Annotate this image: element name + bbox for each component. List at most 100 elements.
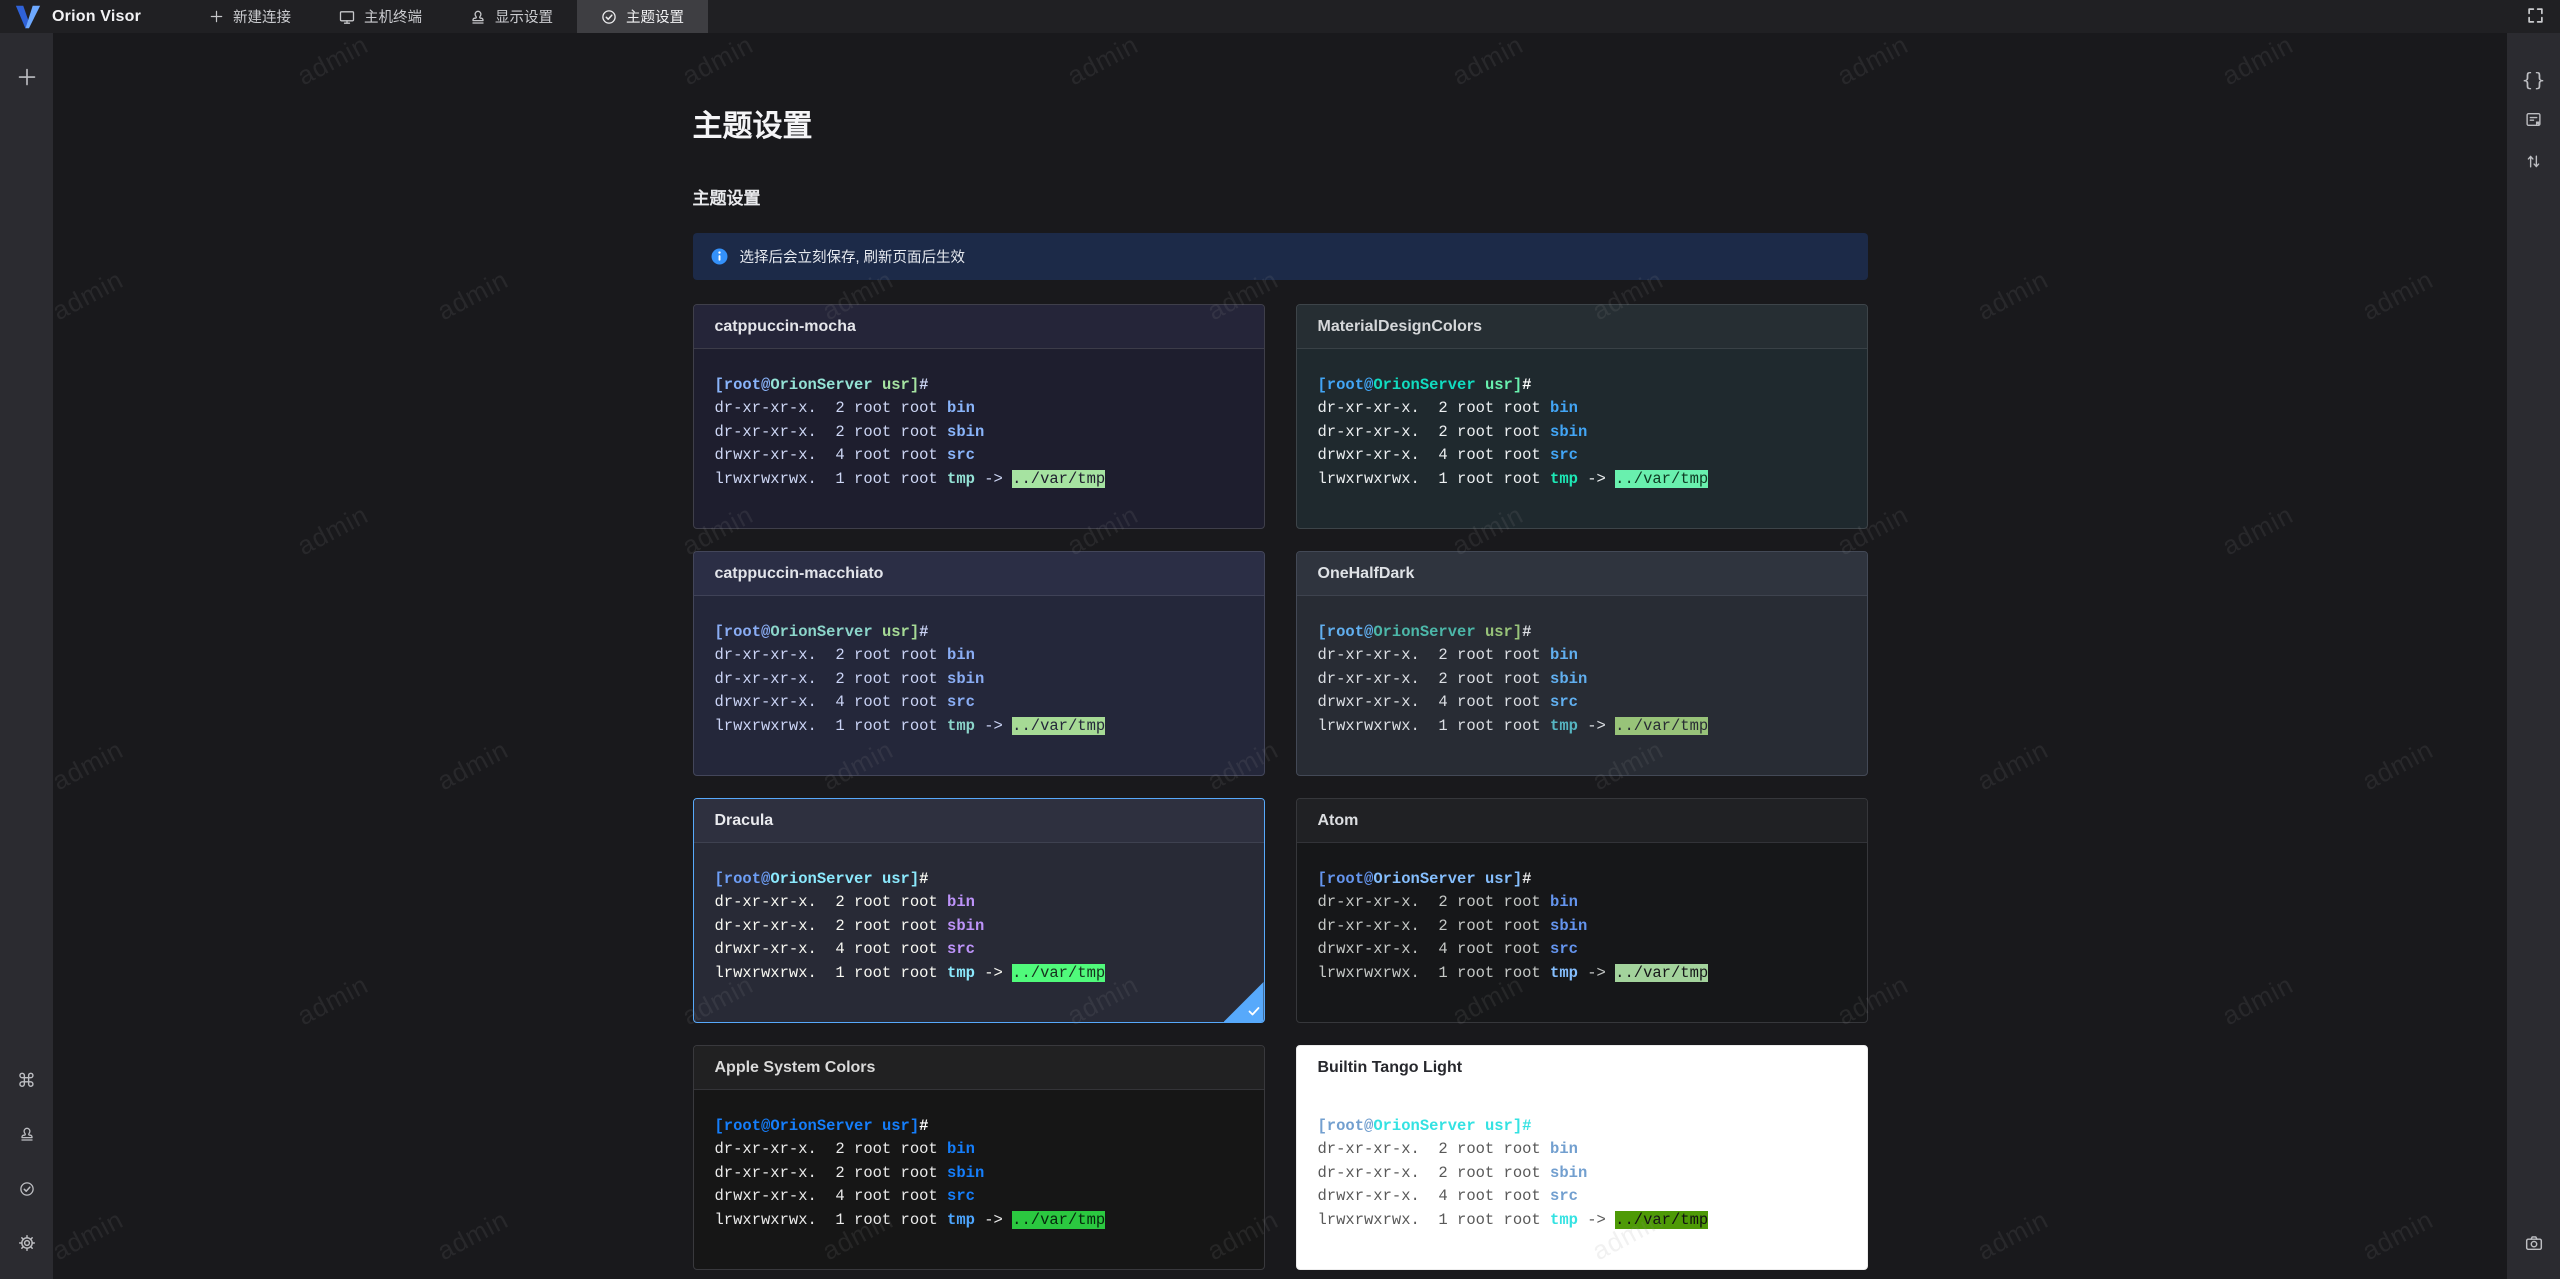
terminal-preview: [root@OrionServer usr]# dr-xr-xr-x. 2 roo…	[1297, 843, 1867, 985]
file-name: src	[1550, 1187, 1578, 1206]
terminal-preview: [root@OrionServer usr]# dr-xr-xr-x. 2 roo…	[694, 596, 1264, 738]
file-name: bin	[947, 1140, 975, 1159]
terminal-prompt-line: [root@OrionServer usr]#	[715, 868, 1243, 891]
prompt-path: usr]	[1475, 376, 1523, 394]
file-permissions: drwxr-xr-x. 4 root root	[714, 693, 948, 712]
link-arrow: ->	[974, 716, 1013, 735]
terminal-prompt-line: [root@OrionServer usr]#	[1318, 374, 1846, 397]
theme-card[interactable]: Atom [root@OrionServer usr]# dr-xr-xr-x. …	[1295, 798, 1868, 1023]
theme-settings-button[interactable]	[0, 1170, 53, 1212]
file-permissions: lrwxrwxrwx. 1 root root	[1317, 1210, 1551, 1229]
theme-card[interactable]: MaterialDesignColors [root@OrionServer u…	[1295, 304, 1868, 529]
terminal-line: dr-xr-xr-x. 2 root root sbin	[715, 668, 1243, 691]
terminal-line: drwxr-xr-x. 4 root root src	[1318, 1185, 1846, 1208]
terminal-line: dr-xr-xr-x. 2 root root sbin	[1318, 1162, 1846, 1185]
link-arrow: ->	[1577, 469, 1616, 488]
link-arrow: ->	[1577, 963, 1616, 982]
sort-button[interactable]	[2507, 143, 2560, 185]
file-name: src	[947, 693, 975, 712]
display-settings-button[interactable]	[0, 1115, 53, 1157]
bookmark-doc-button[interactable]	[2507, 101, 2560, 143]
file-permissions: dr-xr-xr-x. 2 root root	[714, 399, 948, 418]
add-connection-button[interactable]	[0, 59, 53, 101]
fullscreen-button[interactable]	[2527, 7, 2544, 27]
file-permissions: lrwxrwxrwx. 1 root root	[1317, 963, 1551, 982]
tab-new-connection[interactable]: 新建连接	[185, 0, 315, 33]
terminal-line: drwxr-xr-x. 4 root root src	[715, 691, 1243, 714]
terminal-line: lrwxrwxrwx. 1 root root tmp -> ../var/tm…	[715, 468, 1243, 491]
prompt-user: [root@	[1317, 623, 1374, 641]
prompt-host: OrionServer	[770, 870, 873, 888]
tab-theme-settings[interactable]: 主题设置	[577, 0, 708, 33]
file-permissions: dr-xr-xr-x. 2 root root	[1317, 1163, 1551, 1182]
prompt-hash: #	[1522, 870, 1532, 888]
link-arrow: ->	[1577, 1210, 1616, 1229]
palette-icon	[19, 1180, 35, 1203]
link-target: ../var/tmp	[1012, 716, 1106, 735]
document-bookmark-icon	[2525, 111, 2542, 134]
prompt-host: OrionServer	[1373, 1117, 1476, 1135]
terminal-preview: [root@OrionServer usr]# dr-xr-xr-x. 2 roo…	[1297, 349, 1867, 491]
theme-name: MaterialDesignColors	[1317, 317, 1482, 335]
terminal-line: lrwxrwxrwx. 1 root root tmp -> ../var/tm…	[1318, 715, 1846, 738]
prompt-hash: #	[919, 1117, 929, 1135]
terminal-line: lrwxrwxrwx. 1 root root tmp -> ../var/tm…	[715, 1209, 1243, 1232]
theme-card[interactable]: catppuccin-macchiato [root@OrionServer u…	[692, 551, 1265, 776]
terminal-line: dr-xr-xr-x. 2 root root bin	[715, 1138, 1243, 1161]
terminal-line: dr-xr-xr-x. 2 root root sbin	[715, 1162, 1243, 1185]
tab-host-terminal[interactable]: 主机终端	[315, 0, 446, 33]
settings-button[interactable]	[0, 1225, 53, 1267]
theme-name: Builtin Tango Light	[1317, 1058, 1463, 1076]
terminal-prompt-line: [root@OrionServer usr]#	[715, 1115, 1243, 1138]
theme-card-header: Atom	[1296, 799, 1867, 843]
terminal-prompt-line: [root@OrionServer usr]#	[1318, 1115, 1846, 1138]
link-target: ../var/tmp	[1615, 1210, 1709, 1229]
theme-card[interactable]: Builtin Tango Light [root@OrionServer us…	[1295, 1045, 1868, 1270]
file-name: tmp	[947, 716, 975, 735]
file-permissions: drwxr-xr-x. 4 root root	[714, 1187, 948, 1206]
json-view-button[interactable]: {}	[2507, 59, 2560, 101]
stamp-icon	[19, 1125, 35, 1148]
link-target: ../var/tmp	[1615, 716, 1709, 735]
file-permissions: lrwxrwxrwx. 1 root root	[1317, 716, 1551, 735]
link-target: ../var/tmp	[1012, 963, 1106, 982]
terminal-line: lrwxrwxrwx. 1 root root tmp -> ../var/tm…	[1318, 962, 1846, 985]
terminal-prompt-line: [root@OrionServer usr]#	[1318, 868, 1846, 891]
terminal-prompt-line: [root@OrionServer usr]#	[715, 621, 1243, 644]
link-arrow: ->	[1577, 716, 1616, 735]
file-permissions: dr-xr-xr-x. 2 root root	[714, 916, 948, 935]
file-permissions: lrwxrwxrwx. 1 root root	[714, 963, 948, 982]
tab-display-settings[interactable]: 显示设置	[446, 0, 577, 33]
file-permissions: dr-xr-xr-x. 2 root root	[1317, 669, 1551, 688]
prompt-path: usr]	[1475, 1117, 1523, 1135]
file-name: src	[947, 1187, 975, 1206]
theme-grid: catppuccin-mocha [root@OrionServer usr]#…	[692, 304, 1868, 1279]
theme-card[interactable]: Dracula [root@OrionServer usr]# dr-xr-xr-…	[692, 798, 1265, 1023]
screenshot-button[interactable]	[2507, 1225, 2560, 1267]
file-name: src	[947, 446, 975, 465]
terminal-line: dr-xr-xr-x. 2 root root bin	[715, 397, 1243, 420]
terminal-line: drwxr-xr-x. 4 root root src	[1318, 691, 1846, 714]
prompt-host: OrionServer	[1373, 376, 1476, 394]
file-name: sbin	[947, 422, 985, 441]
prompt-hash: #	[1522, 623, 1532, 641]
file-name: bin	[1550, 1140, 1578, 1159]
prompt-hash: #	[919, 623, 929, 641]
file-permissions: lrwxrwxrwx. 1 root root	[714, 469, 948, 488]
theme-card[interactable]: catppuccin-mocha [root@OrionServer usr]#…	[692, 304, 1265, 529]
file-name: src	[1550, 446, 1578, 465]
topbar: Orion Visor 新建连接 主机终端 显示设置 主题设置	[0, 0, 2560, 33]
terminal-line: dr-xr-xr-x. 2 root root bin	[1318, 891, 1846, 914]
terminal-line: dr-xr-xr-x. 2 root root sbin	[1318, 421, 1846, 444]
gear-icon	[18, 1234, 36, 1258]
file-name: src	[947, 940, 975, 959]
link-target: ../var/tmp	[1615, 963, 1709, 982]
file-permissions: drwxr-xr-x. 4 root root	[1317, 693, 1551, 712]
link-target: ../var/tmp	[1012, 469, 1106, 488]
command-shortcuts-button[interactable]: ⌘	[0, 1060, 53, 1102]
theme-card[interactable]: OneHalfDark [root@OrionServer usr]# dr-xr…	[1295, 551, 1868, 776]
theme-card[interactable]: Apple System Colors [root@OrionServer us…	[692, 1045, 1265, 1270]
file-permissions: dr-xr-xr-x. 2 root root	[714, 422, 948, 441]
terminal-line: drwxr-xr-x. 4 root root src	[715, 1185, 1243, 1208]
prompt-host: OrionServer	[1373, 623, 1476, 641]
